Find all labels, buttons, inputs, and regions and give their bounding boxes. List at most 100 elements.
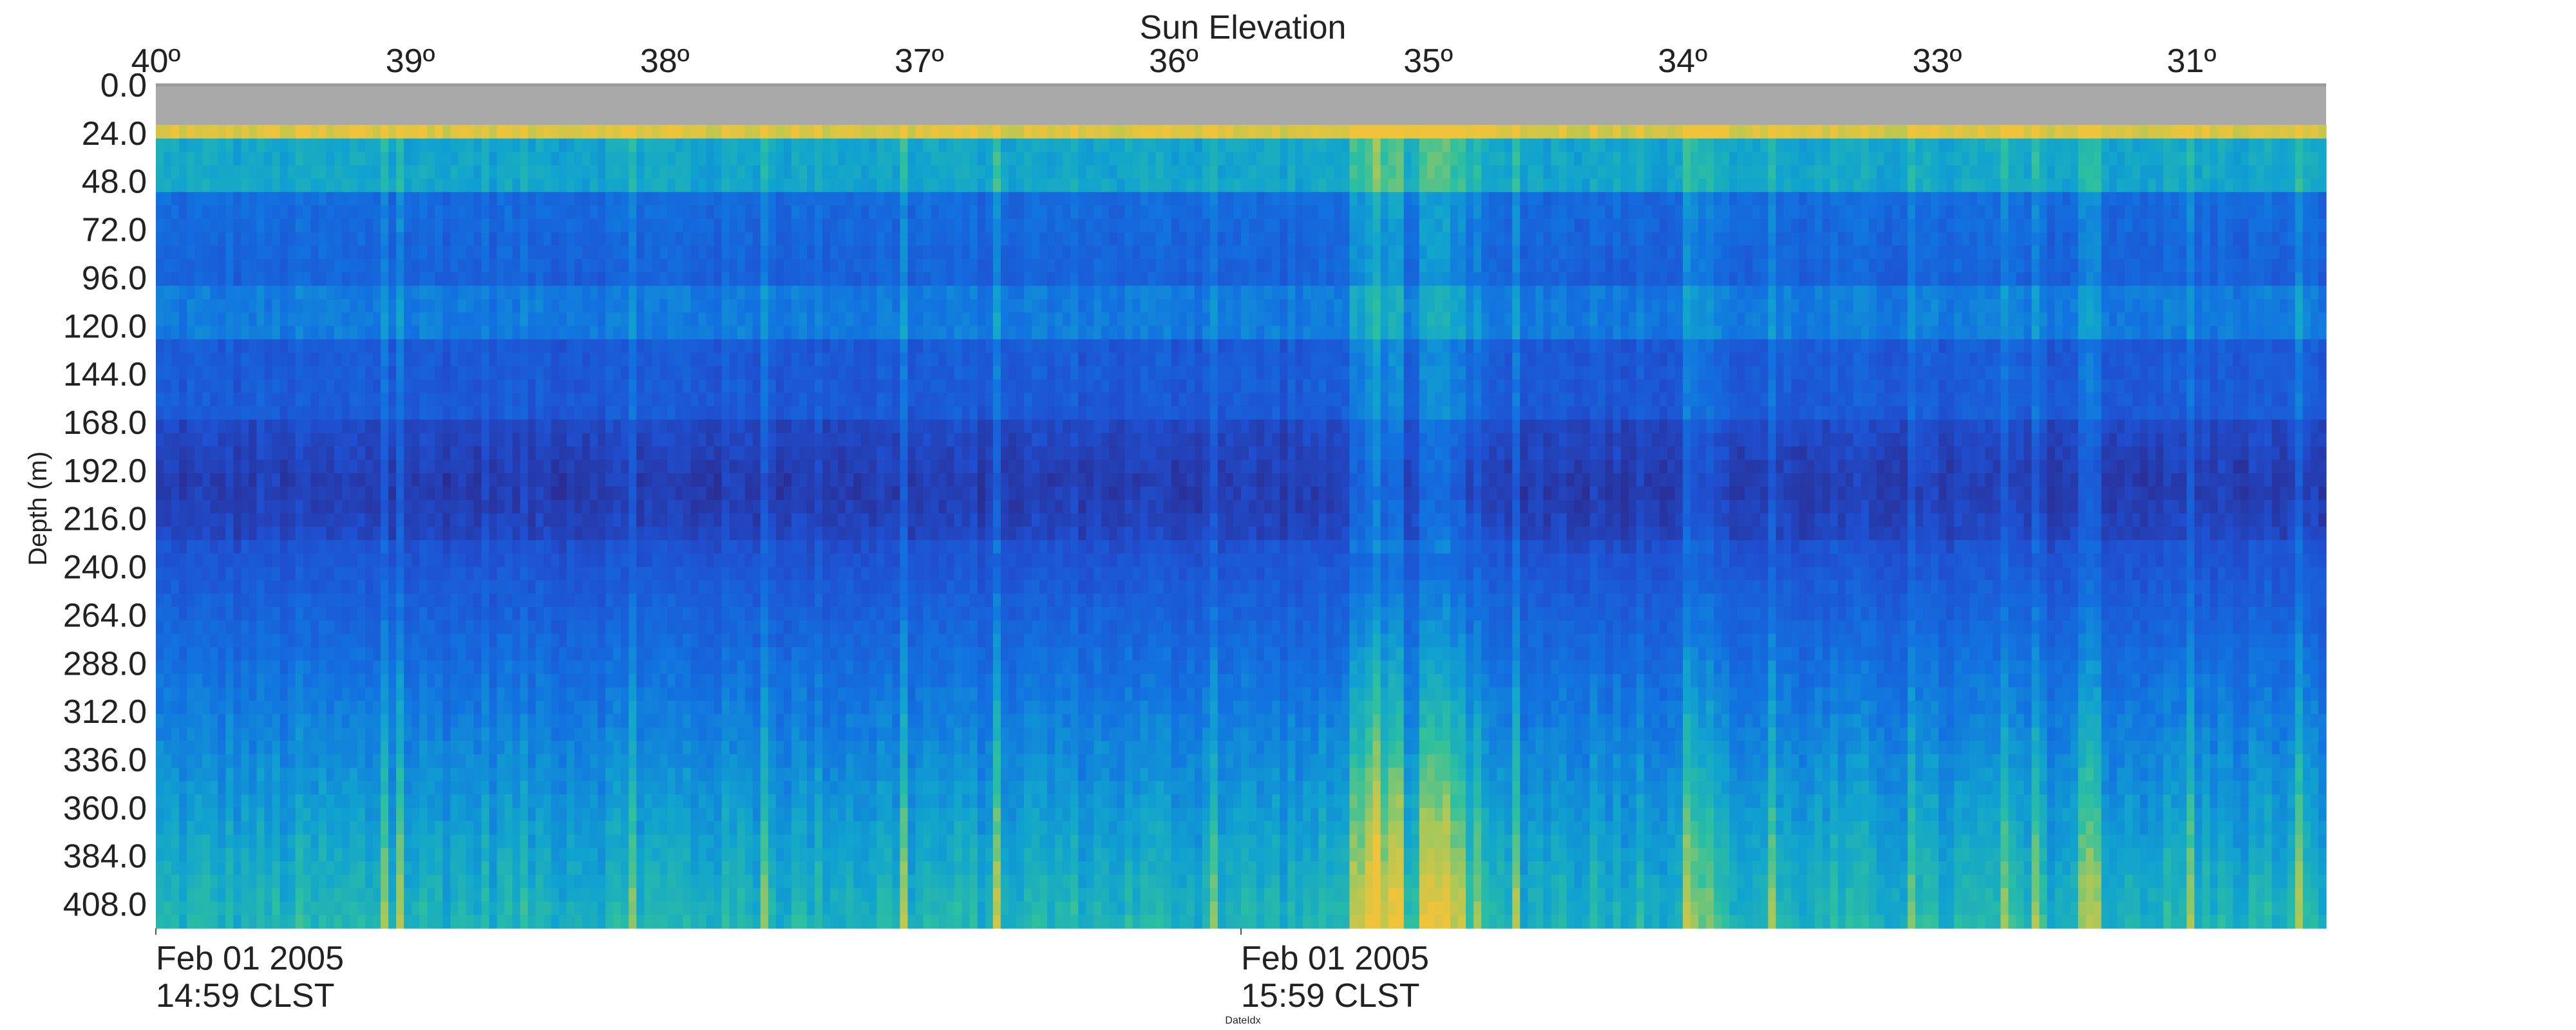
heatmap-cell [1706, 205, 1714, 220]
heatmap-cell [869, 125, 877, 139]
heatmap-cell [2117, 165, 2125, 180]
heatmap-cell [1613, 285, 1622, 300]
heatmap-cell [605, 232, 614, 247]
heatmap-cell [187, 299, 195, 314]
heatmap-cell [1683, 339, 1691, 353]
heatmap-cell [729, 299, 738, 314]
heatmap-cell [164, 205, 172, 220]
heatmap-cell [210, 326, 218, 340]
heatmap-cell [1582, 299, 1591, 314]
heatmap-cell [869, 245, 877, 259]
heatmap-cell [1280, 232, 1288, 247]
heatmap-cell [892, 326, 901, 340]
heatmap-cell [365, 285, 374, 300]
heatmap-cell [520, 165, 529, 180]
heatmap-cell [1217, 352, 1226, 367]
heatmap-cell [2302, 259, 2311, 273]
heatmap-cell [1008, 125, 1017, 139]
heatmap-cell [1868, 326, 1877, 340]
heatmap-cell [1473, 312, 1482, 326]
heatmap-cell [1086, 165, 1094, 180]
heatmap-cell [1915, 299, 1924, 314]
heatmap-cell [2310, 339, 2319, 353]
heatmap-cell [1497, 218, 1505, 233]
heatmap-cell [287, 299, 296, 314]
heatmap-cell [1000, 259, 1009, 273]
heatmap-cell [1101, 165, 1110, 180]
heatmap-cell [2240, 259, 2249, 273]
heatmap-cell [1806, 232, 1815, 247]
heatmap-cell [1861, 165, 1870, 180]
heatmap-cell [2202, 192, 2211, 206]
heatmap-cell [923, 151, 932, 166]
heatmap-cell [1589, 232, 1598, 247]
heatmap-cell [853, 138, 862, 153]
heatmap-cell [1256, 326, 1265, 340]
heatmap-cell [396, 125, 404, 139]
heatmap-cell [1504, 192, 1513, 206]
heatmap-cell [1985, 151, 1994, 166]
heatmap-cell [1179, 326, 1188, 340]
heatmap-cell [1969, 192, 1978, 206]
heatmap-cell [1280, 192, 1288, 206]
heatmap-cell [1776, 285, 1785, 300]
heatmap-cell [1977, 178, 1986, 192]
heatmap-cell [2000, 312, 2009, 326]
heatmap-cell [373, 232, 381, 247]
heatmap-cell [1643, 192, 1653, 206]
heatmap-cell [1241, 178, 1249, 192]
heatmap-cell [1008, 245, 1017, 259]
heatmap-cell [1845, 326, 1854, 340]
heatmap-cell [295, 192, 304, 206]
heatmap-cell [1760, 272, 1769, 286]
heatmap-cell [187, 232, 195, 247]
heatmap-cell [1675, 352, 1683, 367]
heatmap-cell [1884, 259, 1893, 273]
heatmap-cell [2318, 312, 2327, 326]
heatmap-cell [931, 125, 940, 139]
heatmap-cell [1365, 151, 1374, 166]
heatmap-cell [1055, 312, 1063, 326]
heatmap-cell [1892, 178, 1900, 192]
heatmap-cell [1186, 205, 1195, 220]
heatmap-cell [1489, 138, 1497, 153]
heatmap-cell [1876, 326, 1885, 340]
heatmap-cell [249, 326, 258, 340]
heatmap-cell [1861, 299, 1870, 314]
heatmap-cell [466, 125, 475, 139]
heatmap-cell [1667, 272, 1676, 286]
heatmap-cell [287, 165, 296, 180]
heatmap-cell [2287, 326, 2296, 340]
heatmap-cell [1900, 312, 1908, 326]
heatmap-cell [815, 151, 823, 166]
heatmap-cell [2240, 272, 2249, 286]
heatmap-cell [1403, 192, 1412, 206]
heatmap-cell [2125, 326, 2133, 340]
heatmap-cell [1318, 151, 1327, 166]
heatmap-cell [535, 285, 544, 300]
heatmap-cell [1473, 165, 1482, 180]
heatmap-cell [1783, 312, 1792, 326]
heatmap-cell [1589, 352, 1598, 367]
heatmap-cell [1032, 285, 1040, 300]
heatmap-cell [1683, 285, 1691, 300]
heatmap-cell [412, 138, 420, 153]
heatmap-cell [1295, 192, 1303, 206]
heatmap-cell [1434, 125, 1443, 139]
heatmap-cell [225, 285, 234, 300]
heatmap-cell [1256, 192, 1265, 206]
heatmap-cell [1155, 326, 1164, 340]
heatmap-cell [1954, 151, 1962, 166]
heatmap-cell [1497, 352, 1505, 367]
heatmap-cell [1326, 272, 1335, 286]
heatmap-cell [381, 299, 389, 314]
heatmap-cell [388, 285, 397, 300]
heatmap-cell [1194, 312, 1203, 326]
heatmap-cell [1272, 299, 1280, 314]
heatmap-cell [388, 259, 397, 273]
heatmap-cell [2318, 138, 2327, 153]
heatmap-cell [2062, 192, 2071, 206]
heatmap-cell [1729, 285, 1738, 300]
heatmap-cell [775, 312, 784, 326]
heatmap-cell [1497, 326, 1505, 340]
